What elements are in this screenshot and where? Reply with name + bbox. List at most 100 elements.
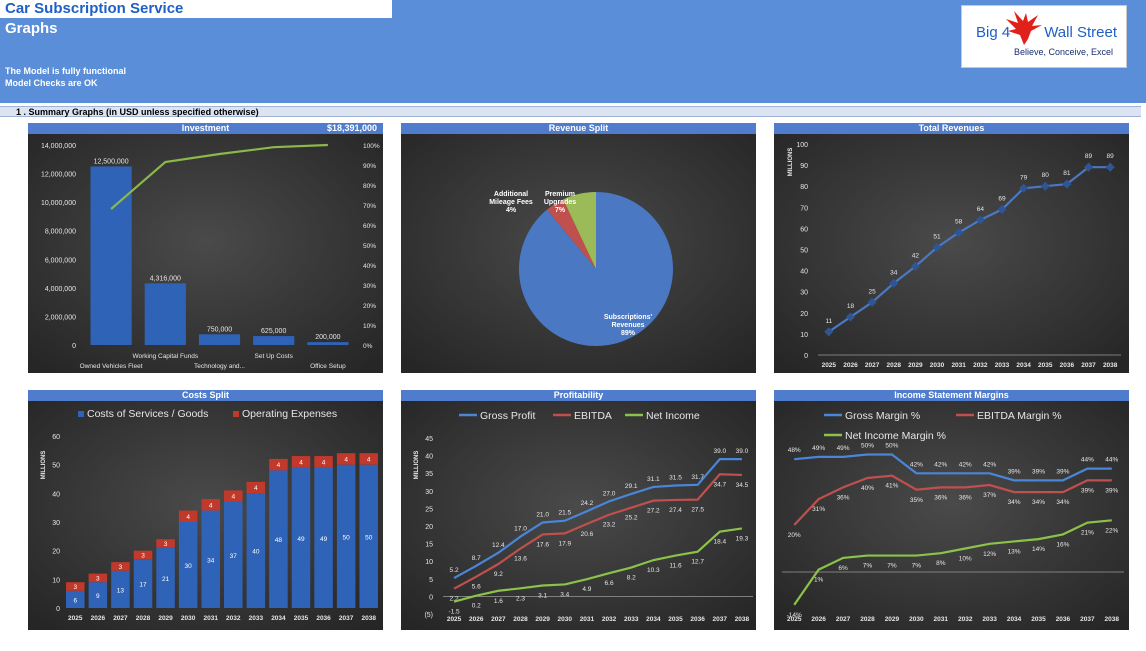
- y-tick-label: 10: [800, 332, 808, 339]
- data-label: 7%: [887, 563, 897, 570]
- data-label: 27.2: [647, 508, 660, 515]
- x-tick-label: 2035: [668, 616, 683, 623]
- y-tick-label: 0: [56, 606, 60, 613]
- data-label: 0.2: [472, 603, 481, 610]
- x-tick-label: 2037: [339, 615, 354, 622]
- cost-of-services-data-label: 9: [96, 593, 100, 600]
- data-label: 8.7: [472, 555, 481, 562]
- investment-title: Investment: [181, 123, 230, 133]
- x-tick-label: 2038: [735, 616, 750, 623]
- operating-expenses-bar: [88, 573, 108, 583]
- margins-chart: 2025 2026 2027 2028 2029 2030 2031 2032 2033 2034…: [774, 401, 1129, 630]
- data-label: 44%: [1105, 457, 1118, 464]
- operating-expenses-data-label: 4: [186, 514, 190, 521]
- data-label: 36%: [959, 494, 972, 501]
- data-label: 4.9: [582, 586, 591, 593]
- data-label: 34%: [1056, 499, 1069, 506]
- data-label: 39%: [1056, 468, 1069, 475]
- logo-text: Big 4 Wall Street: [976, 24, 1117, 41]
- x-tick-label: 2029: [535, 616, 550, 623]
- x-tick-label: 2031: [934, 616, 949, 623]
- bar-data-label: 4,316,000: [150, 275, 181, 282]
- cost-of-services-data-label: 50: [365, 534, 373, 541]
- data-label: 34: [890, 269, 898, 276]
- profitability-panel-header: Profitability: [401, 390, 756, 401]
- x-tick-label: 2028: [860, 616, 875, 623]
- y-axis-label: MILLIONS: [41, 451, 47, 480]
- logo-tagline: Believe, Conceive, Excel: [1014, 47, 1114, 57]
- operating-expenses-data-label: 3: [119, 564, 123, 571]
- y-tick-label: 25: [425, 506, 433, 513]
- model-status-note: The Model is fully functional: [5, 66, 127, 76]
- data-label: 48%: [788, 447, 801, 454]
- data-label: 16%: [1056, 541, 1069, 548]
- legend-label: EBITDA Margin %: [977, 410, 1062, 422]
- data-label: 25.2: [625, 515, 638, 522]
- data-label: 19.3: [736, 535, 749, 542]
- x-tick-label: 2038: [1105, 616, 1120, 623]
- cost-of-services-bar: [314, 467, 333, 608]
- slice-name-label: Subscriptions': [604, 314, 653, 321]
- operating-expenses-data-label: 4: [277, 462, 281, 469]
- x-tick-label: 2033: [982, 616, 997, 623]
- operating-expenses-bar: [178, 510, 198, 522]
- eagle-icon: [1006, 11, 1042, 45]
- x-tick-label: 2031: [951, 362, 966, 369]
- data-label: 1%: [814, 577, 824, 584]
- x-tick-label: 2025: [787, 616, 802, 623]
- x-tick-label: 2033: [995, 362, 1010, 369]
- data-label: 12.7: [691, 559, 704, 566]
- y-tick-label: 14,000,000: [41, 143, 76, 150]
- y-axis-label: MILLIONS: [414, 451, 420, 480]
- data-label: 36%: [837, 494, 850, 501]
- data-label: 42%: [959, 461, 972, 468]
- operating-expenses-bar: [133, 550, 153, 560]
- logo-text-right: Wall Street: [1044, 24, 1117, 41]
- y-tick-label: 90: [800, 163, 808, 170]
- plot-background: [774, 134, 1129, 373]
- cost-of-services-data-label: 30: [185, 563, 193, 570]
- data-label: 37%: [983, 492, 996, 499]
- x-tick-label: 2026: [811, 616, 826, 623]
- operating-expenses-data-label: 4: [209, 502, 213, 509]
- cumulative-percent-line: [110, 143, 328, 210]
- data-label: 49%: [812, 445, 825, 452]
- data-label: 42: [912, 252, 920, 259]
- x-tick-label: 2036: [316, 615, 331, 622]
- cost-of-services-data-label: 6: [73, 597, 77, 604]
- y-tick-label: 0: [72, 343, 76, 350]
- data-label: 34.5: [736, 482, 749, 489]
- operating-expenses-bar: [269, 458, 288, 471]
- y-tick-label: 35: [425, 471, 433, 478]
- data-label: 10%: [959, 556, 972, 563]
- section-label: 1 . Summary Graphs (in USD unless specif…: [16, 107, 259, 117]
- x-tick-label: 2038: [1103, 362, 1118, 369]
- data-label: 6%: [838, 565, 848, 572]
- y-tick-label: 60: [52, 434, 60, 441]
- y-tick-label: 40: [425, 454, 433, 461]
- data-label: 7%: [912, 563, 922, 570]
- total-revenues-title: Total Revenues: [918, 123, 985, 133]
- data-label: 10.3: [647, 567, 660, 574]
- y2-tick-label: 50%: [363, 243, 376, 250]
- investment-panel-header: Investment $18,391,000: [28, 123, 383, 134]
- cost-of-services-bar: [133, 559, 153, 608]
- y-tick-label: 45: [425, 436, 433, 443]
- x-tick-label: 2032: [602, 616, 617, 623]
- x-tick-label: 2034: [646, 616, 661, 623]
- y-tick-label: 40: [52, 491, 60, 498]
- series-line: [793, 474, 1112, 526]
- investment-bar: [144, 283, 186, 345]
- operating-expenses-data-label: 3: [141, 552, 145, 559]
- y-tick-label: 2,000,000: [45, 314, 76, 321]
- data-label: 41%: [885, 483, 898, 490]
- profitability-title: Profitability: [553, 390, 604, 400]
- x-tick-label: 2034: [271, 615, 286, 622]
- data-label: 11.6: [669, 563, 682, 570]
- investment-bar: [253, 336, 295, 345]
- y-tick-label: 10,000,000: [41, 200, 76, 207]
- cost-of-services-data-label: 48: [275, 537, 283, 544]
- y-tick-label: 30: [800, 290, 808, 297]
- data-label: 21.5: [558, 510, 571, 517]
